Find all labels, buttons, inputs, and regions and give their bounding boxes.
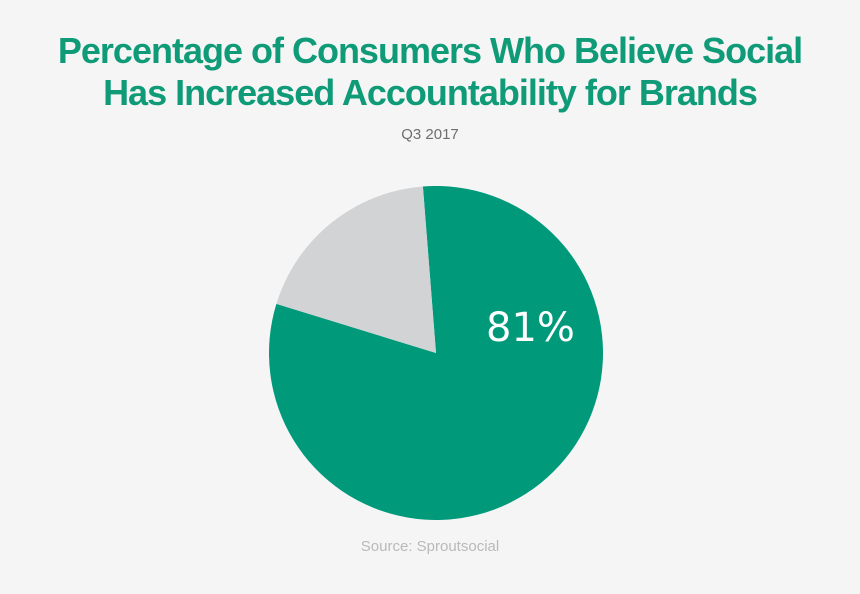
pie-chart-svg (269, 186, 603, 520)
source-attribution: Source: Sproutsocial (360, 538, 500, 555)
chart-title: Percentage of Consumers Who Believe Soci… (0, 30, 860, 114)
chart-subtitle: Q3 2017 (401, 126, 459, 143)
pie-chart (269, 186, 603, 520)
pie-slice-remainder (276, 186, 436, 353)
pie-slice-believe-increased-accountability (269, 186, 603, 520)
pie-slice-percentage-label: 81% (486, 305, 575, 351)
chart-title-line2: Has Increased Accountability for Brands (103, 72, 758, 113)
chart-title-line1: Percentage of Consumers Who Believe Soci… (57, 30, 803, 71)
chart-header: Percentage of Consumers Who Believe Soci… (0, 0, 860, 143)
